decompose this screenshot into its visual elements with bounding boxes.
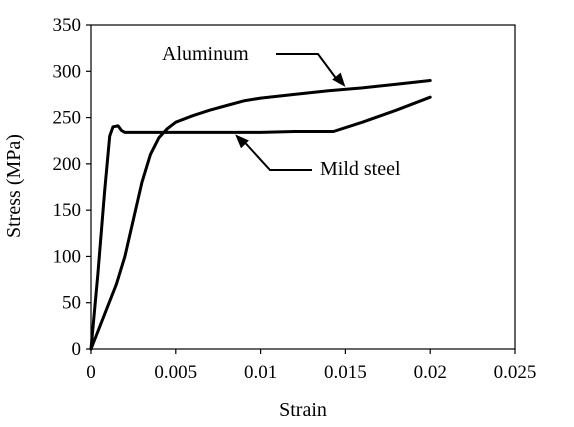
- x-tick-label: 0.015: [324, 362, 367, 383]
- y-tick-label: 100: [53, 246, 82, 267]
- mild-steel-series-line: [89, 95, 432, 351]
- annotations: Aluminum Mild steel: [162, 43, 401, 180]
- mild-steel-arrowhead: [235, 134, 249, 149]
- x-tick-label: 0: [86, 362, 96, 383]
- y-tick-label: 350: [53, 15, 82, 36]
- x-tick-label: 0.005: [154, 362, 197, 383]
- mild-steel-annotation-label: Mild steel: [320, 158, 401, 180]
- x-tick-label: 0.025: [494, 362, 537, 383]
- aluminum-annotation-label: Aluminum: [162, 43, 249, 65]
- series-lines: [89, 79, 432, 351]
- y-axis-title: Stress (MPa): [3, 134, 25, 238]
- aluminum-leader-line: [276, 53, 341, 84]
- plot-axes: [90, 24, 516, 350]
- axis-ticks: 0 0.005 0.01 0.015 0.02 0.025 0 50 100 150 200 250 3…: [53, 15, 537, 383]
- y-tick-label: 200: [53, 154, 82, 175]
- x-axis-title: Strain: [279, 399, 327, 421]
- mild-steel-leader-line: [240, 137, 312, 171]
- y-tick-label: 150: [53, 200, 82, 221]
- x-tick-label: 0.01: [244, 362, 277, 383]
- plot-frame: [90, 24, 516, 350]
- y-tick-label: 50: [62, 293, 81, 314]
- y-tick-label: 250: [53, 108, 82, 129]
- y-tick-label: 0: [72, 339, 82, 360]
- aluminum-series-line: [89, 79, 432, 351]
- x-tick-label: 0.02: [414, 362, 447, 383]
- aluminum-arrowhead: [332, 72, 346, 87]
- y-tick-label: 300: [53, 61, 82, 82]
